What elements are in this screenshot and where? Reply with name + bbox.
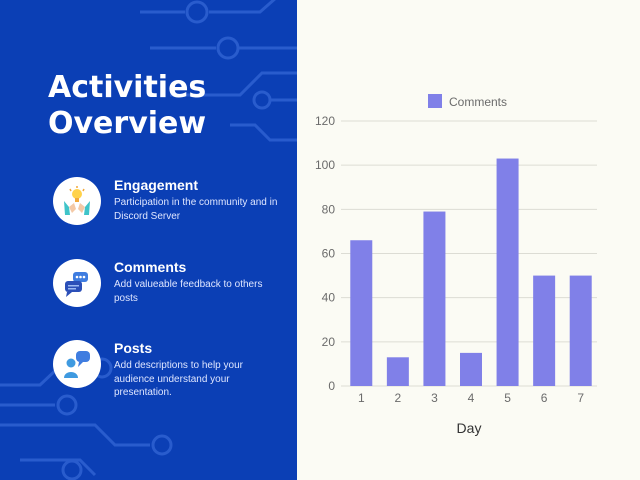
bar-day-3	[423, 211, 446, 386]
legend-swatch-comments	[428, 94, 442, 108]
bar-day-6	[533, 275, 556, 386]
bar-day-5	[496, 158, 519, 386]
legend-label-comments: Comments	[449, 95, 507, 109]
posts-icon	[64, 351, 90, 378]
page-title-line2: Overview	[48, 106, 207, 141]
y-tick-label-100: 100	[315, 158, 335, 172]
x-tick-label-7: 7	[577, 391, 584, 405]
page-title: Activities Overview	[48, 70, 248, 142]
comments-icon	[65, 272, 88, 297]
chart-canvas: 0 20 40 60 80 100 120 1 2 3 4 5 6 7 Day Comments	[315, 94, 597, 436]
y-tick-label-40: 40	[322, 291, 336, 305]
x-tick-label-6: 6	[541, 391, 548, 405]
bar-day-2	[386, 357, 409, 386]
comments-desc: Add valueable feedback to others posts	[114, 279, 263, 304]
page-title-line1: Activities	[48, 70, 207, 105]
posts-title: Posts	[114, 340, 153, 356]
bar-day-1	[350, 240, 373, 386]
circuit-decoration	[0, 0, 297, 480]
x-tick-label-5: 5	[504, 391, 511, 405]
engagement-icon	[64, 186, 90, 215]
x-tick-label-2: 2	[395, 391, 402, 405]
bar-day-4	[460, 352, 482, 386]
comments-title: Comments	[114, 259, 187, 275]
y-tick-label-80: 80	[322, 202, 336, 216]
posts-icon-circle	[53, 340, 101, 388]
engagement-desc: Participation in the community and in Di…	[114, 197, 278, 222]
posts-desc: Add descriptions to help your audience u…	[114, 360, 243, 398]
left-panel: Activities Overview Engagement Participa…	[0, 0, 297, 480]
x-tick-label-1: 1	[358, 391, 365, 405]
x-tick-label-3: 3	[431, 391, 438, 405]
engagement-title: Engagement	[114, 177, 199, 193]
y-tick-label-20: 20	[322, 335, 336, 349]
y-tick-label-0: 0	[328, 379, 335, 393]
comments-icon-circle	[53, 259, 101, 307]
bar-day-7	[569, 275, 592, 386]
x-tick-label-4: 4	[468, 391, 475, 405]
y-tick-label-60: 60	[322, 247, 336, 261]
engagement-icon-circle	[53, 177, 101, 225]
x-axis-label: Day	[457, 420, 482, 436]
y-tick-label-120: 120	[315, 114, 335, 128]
bar-chart: 0 20 40 60 80 100 120 1 2 3 4 5 6 7 Day Comments	[297, 0, 640, 480]
